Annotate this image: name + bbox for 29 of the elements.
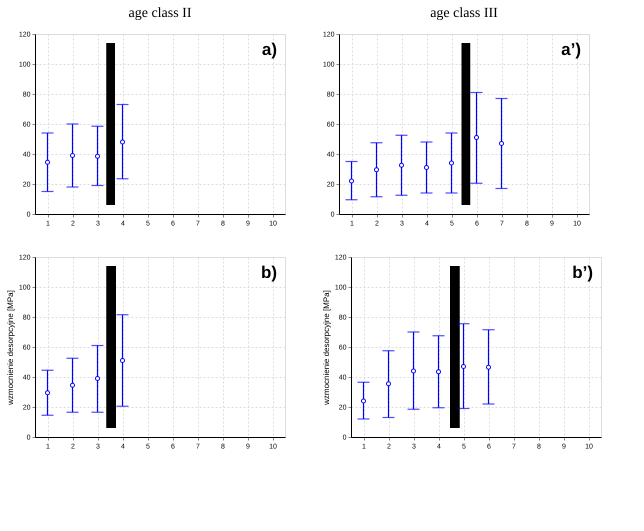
point	[95, 376, 100, 381]
y-axis-title: wzmocnienie desorpcyjne [MPa]	[322, 290, 331, 406]
chart-title: age class III	[430, 6, 498, 21]
annotation: a)	[262, 40, 277, 59]
point	[70, 153, 75, 158]
point	[45, 390, 50, 396]
point	[95, 154, 100, 159]
point	[386, 381, 391, 386]
point	[120, 358, 125, 363]
point	[436, 369, 441, 374]
chart-title: age class II	[128, 6, 192, 21]
point	[449, 160, 454, 166]
point	[411, 368, 416, 374]
point	[399, 162, 404, 168]
point	[499, 141, 504, 146]
annotation: b’)	[572, 263, 593, 282]
point	[349, 178, 354, 184]
point	[70, 382, 75, 388]
point	[361, 398, 366, 404]
point	[486, 364, 491, 370]
point	[45, 160, 50, 165]
annotation: b)	[260, 263, 277, 282]
annotation: a’)	[561, 40, 581, 59]
y-axis-title: wzmocnienie desorpcyjne [MPa]	[6, 290, 15, 406]
point	[424, 165, 429, 170]
point	[374, 167, 379, 172]
point	[461, 364, 466, 369]
point	[474, 135, 479, 140]
point	[120, 140, 125, 144]
